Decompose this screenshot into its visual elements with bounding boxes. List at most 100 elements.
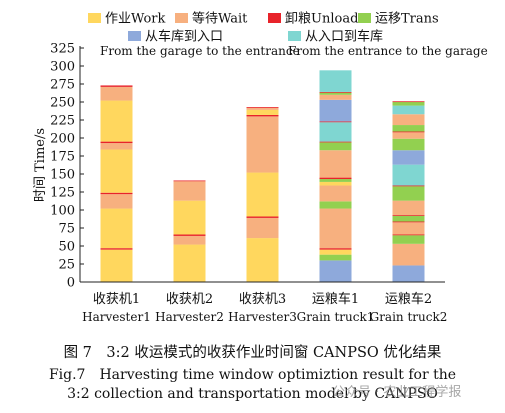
bar-segment-unload-5-4 — [392, 234, 425, 236]
x-tick-label-en: Grain truck1 — [297, 310, 375, 324]
bar-segment-unload-5-11 — [392, 185, 425, 187]
x-tick-label-cn: 收获机1 — [93, 292, 140, 307]
bar-segment-unload-1-2 — [100, 248, 133, 250]
x-tick-label-en: Harvester3 — [228, 310, 297, 324]
y-tick-label: 275 — [50, 78, 75, 93]
bar-segment-wait-5-9 — [392, 200, 425, 216]
bar-segment-wait-5-15 — [392, 132, 425, 139]
legend-label-unload: 卸粮Unload — [285, 11, 358, 27]
y-tick-label: 300 — [50, 60, 75, 75]
bar-segment-unload-4-13 — [319, 141, 352, 143]
bar-segment-trans-4-18 — [319, 92, 352, 95]
bar-segment-unload-2-3 — [173, 234, 206, 236]
bar-segment-wait-1-7 — [100, 143, 133, 150]
y-tick-label: 175 — [50, 150, 75, 165]
y-tick-label: 100 — [50, 204, 75, 219]
legend-swatch-trans — [358, 13, 371, 23]
legend-swatch-garage_to_entrance — [128, 31, 141, 41]
bars — [100, 70, 425, 282]
y-tick-label: 50 — [58, 240, 75, 255]
x-tick-label-cn: 收获机2 — [166, 292, 213, 307]
x-tick-label-cn: 运粮车2 — [385, 291, 432, 307]
bar-segment-work-1-6 — [100, 149, 133, 193]
bar-segment-trans-5-7 — [392, 215, 425, 222]
bar-segment-work-3-4 — [246, 172, 279, 217]
bar-segment-work-1-9 — [100, 100, 133, 142]
figure-caption-en-line2: 3:2 collection and transportation model … — [67, 386, 438, 402]
legend-label-garage_to_entrance: 从车库到入口 — [145, 29, 223, 45]
bar-segment-entrance_to_garage-5-19 — [392, 105, 425, 115]
bar-segment-trans-5-3 — [392, 235, 425, 244]
y-tick-label: 250 — [50, 96, 75, 111]
bar-segment-garage_to_entrance-5-1 — [392, 265, 425, 282]
bar-segment-work-1-3 — [100, 208, 133, 249]
bar-segment-unload-1-8 — [100, 141, 133, 144]
bar-segment-work-4-8 — [319, 181, 352, 186]
bar-segment-unload-5-8 — [392, 215, 425, 216]
bar-segment-work-4-3 — [319, 249, 352, 255]
bar-segment-trans-5-17 — [392, 125, 425, 132]
bar-segment-garage_to_entrance-4-16 — [319, 99, 352, 122]
bar-segment-unload-1-11 — [100, 85, 133, 87]
legend-caption-entrance-to-garage: From the entrance to the garage — [288, 44, 488, 58]
bar-segment-garage_to_entrance-5-13 — [392, 150, 425, 165]
bar-segment-wait-1-4 — [100, 194, 133, 209]
bar-segment-unload-1-5 — [100, 192, 133, 195]
figure-caption-en-line1: Fig.7 Harvesting time window optimiztion… — [48, 367, 457, 383]
y-tick-label: 200 — [50, 132, 75, 147]
bar-segment-unload-5-21 — [392, 101, 425, 103]
figure-caption-cn: 图 7 3:2 收运模式的收获作业时间窗 CANPSO 优化结果 — [63, 345, 442, 361]
bar-segment-unload-3-9 — [246, 107, 279, 108]
legend-label-entrance_to_garage: 从入口到车库 — [305, 29, 383, 45]
bar-segment-wait-5-2 — [392, 243, 425, 266]
watermark: 公众号 · 农业工程学报 — [332, 385, 462, 400]
bar-segment-work-2-1 — [173, 244, 206, 282]
bar-segment-work-3-1 — [246, 238, 279, 282]
bar-segment-trans-5-10 — [392, 186, 425, 201]
bar-segment-garage_to_entrance-4-1 — [319, 260, 352, 282]
legend-label-trans: 运移Trans — [375, 12, 439, 27]
bar-segment-trans-4-6 — [319, 201, 352, 209]
axes: 0 25 50 75 100 125 150 175 200 225 250 275 300 325 时间 … — [33, 42, 447, 325]
y-tick-label: 0 — [67, 276, 75, 291]
bar-segment-wait-5-5 — [392, 222, 425, 235]
bar-segment-wait-3-8 — [246, 107, 279, 110]
y-axis-title: 时间 Time/s — [33, 128, 48, 202]
bar-segment-wait-4-11 — [319, 150, 352, 178]
bar-segment-wait-2-5 — [173, 181, 206, 201]
bar-segment-unload-4-10 — [319, 177, 352, 180]
bar-segment-work-3-7 — [246, 109, 279, 115]
y-tick-label: 75 — [58, 222, 75, 237]
legend-swatch-unload — [268, 13, 281, 23]
bar-segment-unload-5-6 — [392, 221, 425, 223]
bar-segment-trans-4-12 — [319, 142, 352, 151]
bar-segment-wait-1-10 — [100, 86, 133, 101]
y-tick-label: 150 — [50, 168, 75, 183]
bar-segment-wait-4-7 — [319, 185, 352, 202]
y-tick-label: 125 — [50, 186, 75, 201]
bar-segment-unload-3-3 — [246, 216, 279, 218]
bar-segment-trans-5-14 — [392, 138, 425, 151]
bar-segment-unload-4-15 — [319, 121, 352, 123]
bar-segment-wait-3-2 — [246, 217, 279, 239]
bar-segment-unload-4-4 — [319, 248, 352, 250]
legend-swatch-entrance_to_garage — [288, 31, 301, 41]
x-tick-label-cn: 收获机3 — [239, 292, 286, 307]
legend-swatch-work — [88, 13, 101, 23]
bar-segment-entrance_to_garage-4-14 — [319, 122, 352, 142]
y-tick-label: 225 — [50, 114, 75, 129]
x-tick-label-en: Grain truck2 — [370, 310, 448, 324]
bar-segment-work-2-4 — [173, 200, 206, 235]
x-tick-label-cn: 运粮车1 — [312, 291, 359, 307]
bar-segment-trans-5-20 — [392, 102, 425, 106]
bar-segment-wait-5-18 — [392, 114, 425, 126]
y-tick-label: 25 — [58, 258, 75, 273]
bar-segment-unload-5-16 — [392, 131, 425, 133]
legend-swatch-wait — [175, 13, 188, 23]
legend-label-work: 作业Work — [105, 12, 166, 27]
bar-segment-wait-2-2 — [173, 235, 206, 245]
bar-segment-unload-4-19 — [319, 91, 352, 93]
bar-segment-entrance_to_garage-4-20 — [319, 70, 352, 92]
